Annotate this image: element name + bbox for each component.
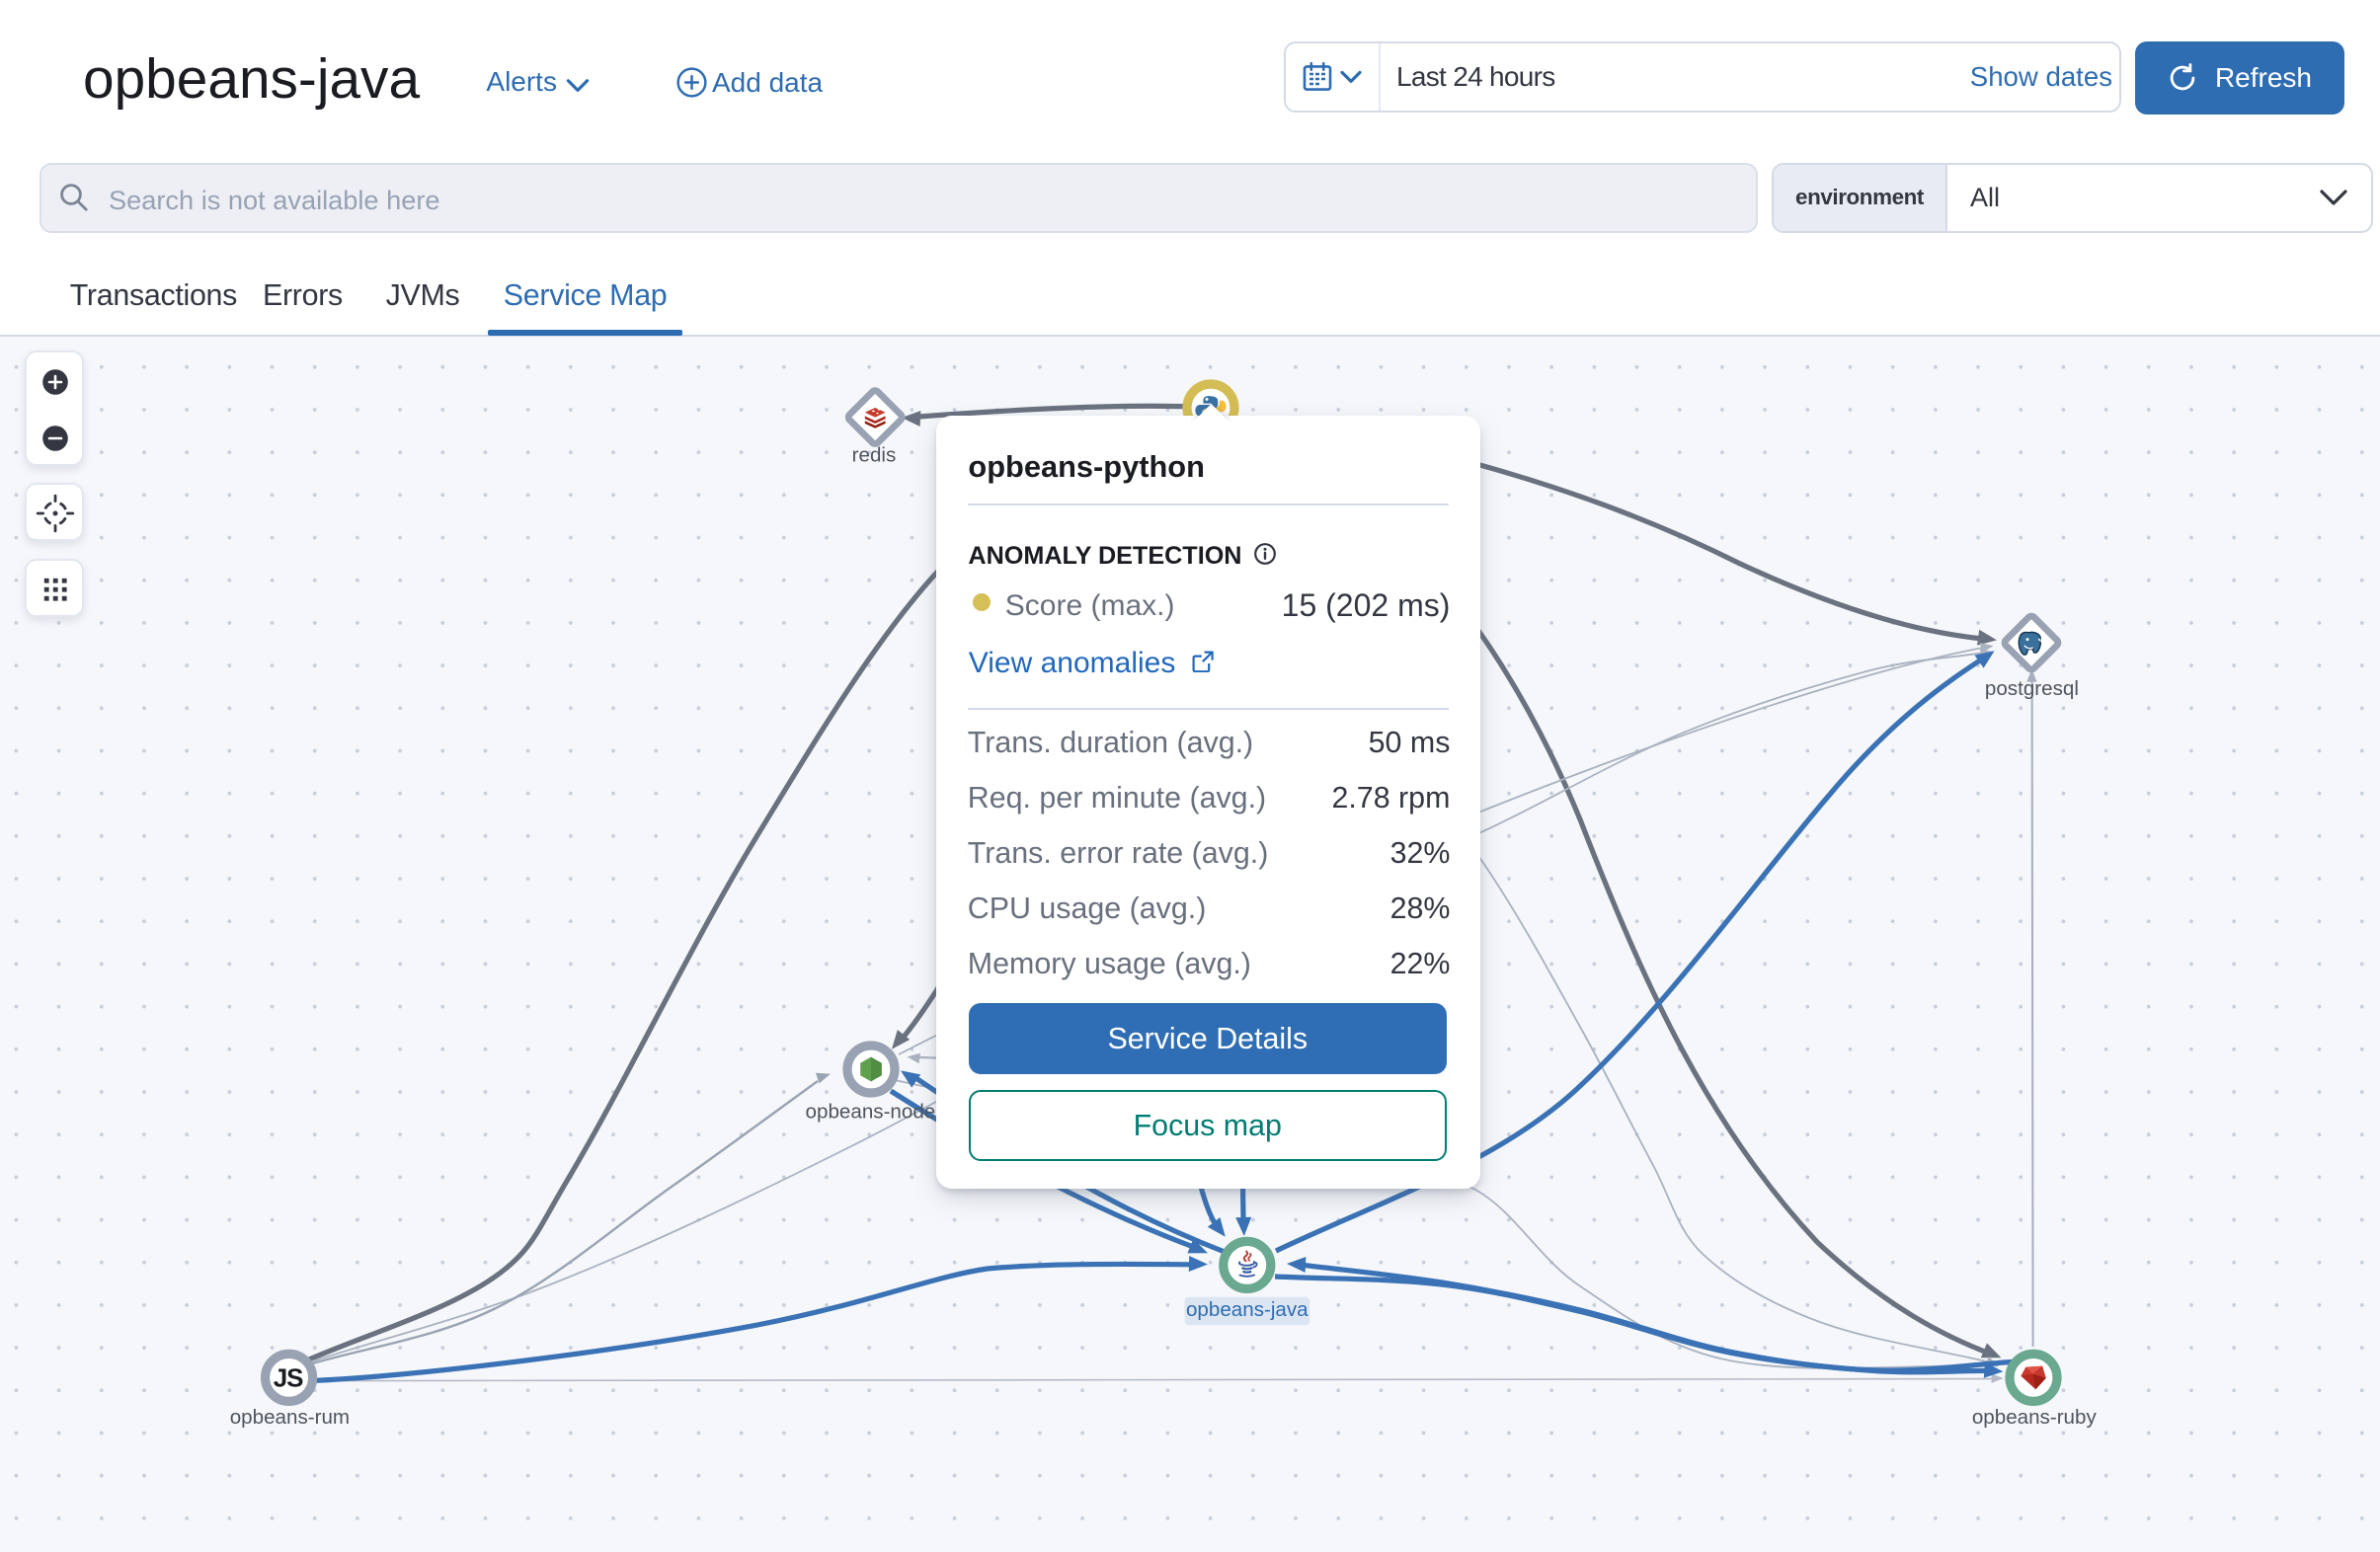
svg-text:redis: redis [852, 443, 897, 466]
svg-text:JS: JS [274, 1363, 303, 1393]
svg-text:opbeans-java: opbeans-java [1186, 1298, 1309, 1321]
svg-text:opbeans-rum: opbeans-rum [230, 1406, 350, 1429]
svg-text:opbeans-ruby: opbeans-ruby [1972, 1406, 2098, 1429]
svg-text:opbeans-node: opbeans-node [806, 1100, 936, 1123]
svg-text:postgresql: postgresql [1985, 677, 2079, 700]
